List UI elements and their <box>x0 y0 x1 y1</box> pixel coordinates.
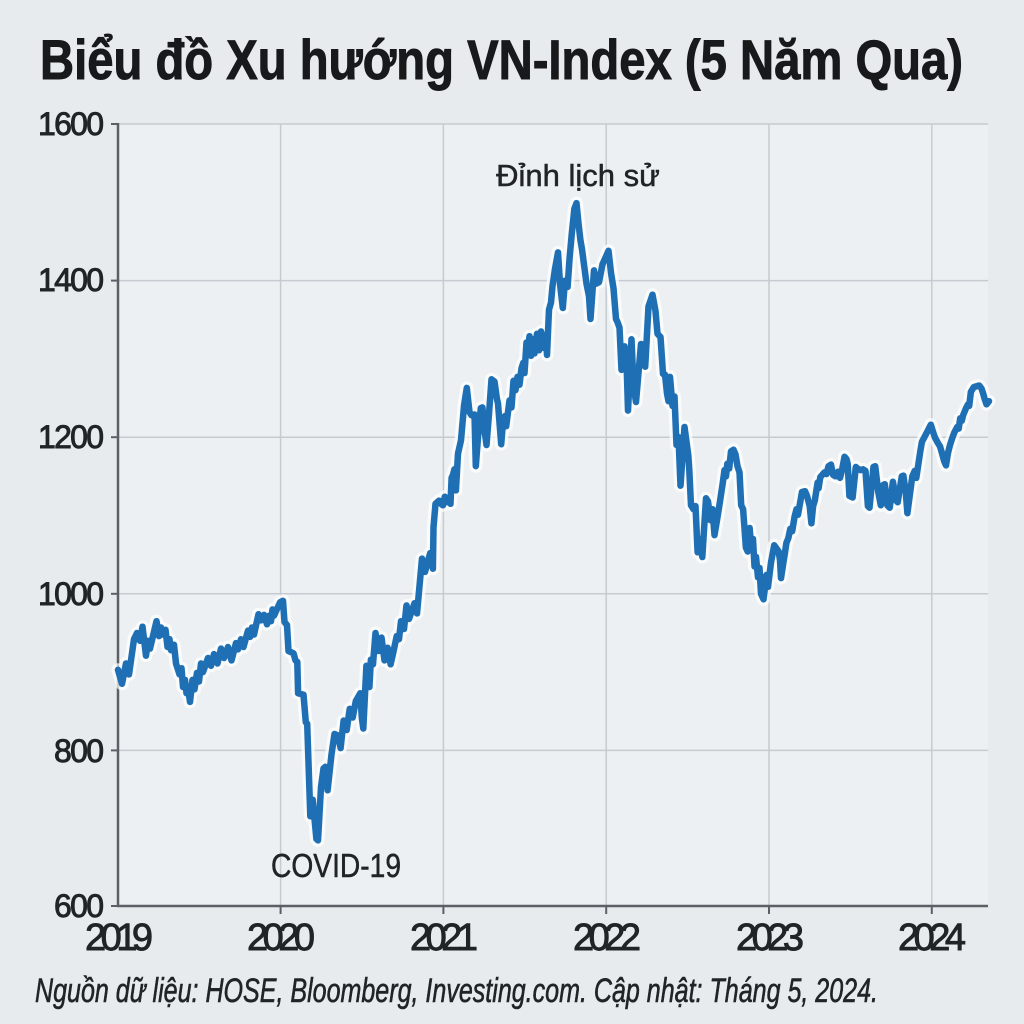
svg-text:Biểu đồ Xu hướng VN-Index (5 N: Biểu đồ Xu hướng VN-Index (5 Năm Qua) <box>40 28 963 91</box>
svg-text:1200: 1200 <box>38 419 104 455</box>
svg-text:600: 600 <box>54 888 104 924</box>
svg-text:1600: 1600 <box>38 106 104 142</box>
svg-text:Nguồn dữ liệu: HOSE, Bloomberg: Nguồn dữ liệu: HOSE, Bloomberg, Investin… <box>35 972 878 1010</box>
svg-text:2020: 2020 <box>247 917 315 959</box>
svg-text:1400: 1400 <box>38 262 104 298</box>
svg-text:Đỉnh lịch sử: Đỉnh lịch sử <box>496 158 660 193</box>
svg-text:2021: 2021 <box>410 917 478 959</box>
svg-text:1000: 1000 <box>38 576 104 612</box>
svg-text:2022: 2022 <box>573 917 641 959</box>
svg-text:2024: 2024 <box>898 917 966 959</box>
svg-text:800: 800 <box>54 733 104 769</box>
svg-text:2019: 2019 <box>85 917 153 959</box>
svg-text:2023: 2023 <box>736 917 804 959</box>
svg-text:COVID-19: COVID-19 <box>271 847 401 884</box>
